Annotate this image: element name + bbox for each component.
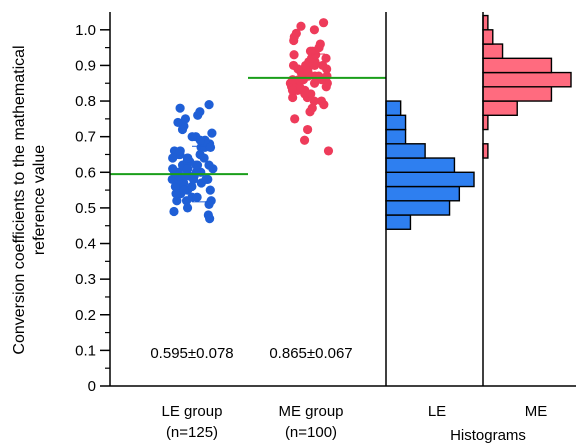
category-label-le-count: (n=125) [166,424,218,441]
category-label-me-name: ME group [278,403,343,420]
scatter-point-le-73 [205,142,216,152]
scatter-point-le-45 [182,153,192,163]
scatter-point-me-43 [289,50,299,60]
scatter-point-le-65 [195,107,205,117]
scatter-point-me-0 [323,146,334,156]
histogram-bar-le-0 [385,214,412,230]
mean-sd-annotation-me: 0.865±0.067 [269,345,352,362]
scatter-point-le-33 [168,164,178,174]
scatter-point-me-36 [318,60,328,71]
histogram-bar-me-5 [482,57,553,74]
y-axis-title-line-2: reference value [31,145,48,255]
y-tick-label-3: 0.3 [75,271,96,288]
scatter-point-le-71 [182,164,193,174]
histogram-bar-me-3 [482,86,553,102]
histogram-bar-me-4 [482,71,572,88]
scatter-point-le-58 [187,132,197,142]
scatter-point-le-69 [179,185,189,195]
y-tick-label-1: 0.1 [75,342,96,359]
scatter-point-le-62 [173,117,183,128]
histogram-bar-le-8 [385,100,402,116]
scatter-point-le-5 [172,196,182,206]
scatter-point-me-57 [305,46,316,56]
histogram-bar-le-1 [385,200,451,216]
y-axis-title-line-1: Conversion coefficients to the mathemati… [11,45,28,354]
scatter-point-me-2 [303,124,313,135]
mean-sd-annotation-le: 0.595±0.078 [150,345,233,362]
histogram-bar-le-3 [385,171,475,188]
histogram-label-me: ME [525,403,548,420]
y-tick-label-6: 0.6 [75,164,96,181]
y-tick-label-2: 0.2 [75,307,96,324]
scatter-point-me-56 [287,85,298,95]
histogram-bar-le-4 [385,157,456,173]
scatter-point-me-49 [291,28,301,38]
y-tick-label-10: 1.0 [75,22,96,39]
scatter-point-me-3 [290,114,300,124]
scatter-point-le-63 [180,114,191,124]
scatter-point-le-59 [207,128,217,138]
scatter-point-le-38 [204,160,214,170]
scatter-point-me-53 [303,67,313,78]
scatter-point-me-10 [288,92,298,103]
y-tick-label-0: 0 [88,378,96,395]
histogram-bar-le-6 [385,128,407,145]
histogram-bar-le-5 [385,143,426,159]
scatter-point-me-51 [296,21,306,31]
scatter-point-le-48 [195,149,205,160]
scatter-point-me-7 [309,96,319,106]
scatter-point-me-46 [315,39,325,49]
scatter-point-le-3 [182,203,193,213]
y-tick-label-4: 0.4 [75,236,96,253]
scatter-point-me-5 [307,103,317,113]
scatter-point-le-68 [206,196,216,206]
scatter-point-me-1 [299,135,310,145]
scatter-point-le-50 [175,146,185,156]
y-tick-label-8: 0.8 [75,93,96,110]
histogram-bar-le-7 [385,114,407,131]
scatter-point-me-17 [294,82,305,92]
histogram-label-le: LE [428,403,446,420]
scatter-point-me-52 [318,18,329,28]
scatter-point-me-50 [309,25,320,35]
category-label-le-name: LE group [162,403,223,420]
scatter-point-le-8 [192,192,202,202]
y-tick-label-9: 0.9 [75,57,96,74]
scatter-point-le-16 [170,181,180,192]
scatter-point-le-1 [205,213,215,224]
scatter-point-le-14 [187,181,197,192]
scatter-point-me-54 [309,78,320,88]
scatter-point-le-2 [169,206,179,217]
y-tick-label-7: 0.7 [75,129,96,146]
scatter-point-me-55 [288,60,299,71]
histogram-bar-me-7 [482,29,494,45]
scatter-point-le-11 [205,185,215,195]
scatter-point-me-23 [288,75,298,85]
scatter-point-le-70 [188,174,199,185]
histogram-bar-me-6 [482,43,504,60]
scatter-point-le-67 [204,100,214,110]
y-tick-label-5: 0.5 [75,200,96,217]
scatter-point-me-8 [316,96,327,106]
histogram-bar-me-2 [482,100,518,116]
histogram-bar-le-2 [385,185,461,202]
scatter-point-me-40 [321,53,331,63]
scatter-point-le-23 [201,174,211,185]
scatter-point-le-72 [168,153,178,163]
scatter-point-le-66 [175,103,185,113]
category-label-me-count: (n=100) [285,424,337,441]
histograms-title: Histograms [450,427,526,444]
